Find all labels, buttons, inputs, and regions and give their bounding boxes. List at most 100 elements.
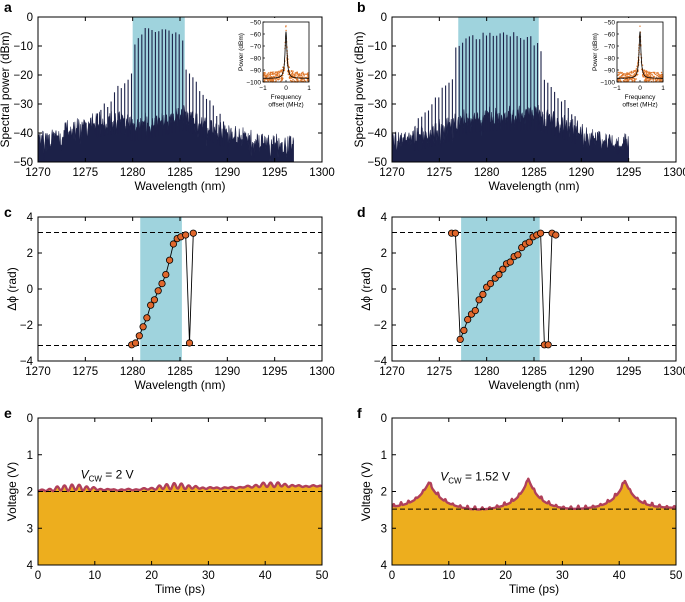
inset-point bbox=[266, 76, 268, 79]
inset-point bbox=[266, 79, 269, 82]
inset-point bbox=[267, 72, 270, 74]
x-tick-label: 10 bbox=[442, 570, 455, 582]
inset-point bbox=[285, 26, 287, 28]
inset-point bbox=[291, 70, 293, 72]
data-layer bbox=[37, 28, 677, 565]
y-tick-label: −4 bbox=[20, 356, 34, 368]
inset-point bbox=[281, 69, 283, 71]
inset-point bbox=[307, 74, 309, 76]
phase-point bbox=[189, 229, 197, 237]
y-tick-label: 3 bbox=[381, 523, 387, 535]
inset-ytick-label: −80 bbox=[604, 56, 615, 63]
y-tick-label: −40 bbox=[13, 128, 33, 140]
x-tick-label: 1300 bbox=[663, 366, 685, 378]
phase-point bbox=[495, 270, 503, 279]
vcw-value: = 1.52 V bbox=[462, 469, 510, 483]
inset-point bbox=[293, 73, 295, 76]
inset-point bbox=[291, 74, 294, 76]
y-tick-label: 3 bbox=[27, 523, 33, 535]
inset-point bbox=[654, 73, 657, 76]
phase-point bbox=[139, 323, 147, 331]
phase-point bbox=[150, 296, 158, 304]
inset-point bbox=[648, 76, 651, 78]
x-tick-label: 1300 bbox=[309, 366, 335, 378]
phase-point bbox=[131, 339, 140, 347]
inset-point bbox=[288, 76, 291, 79]
inset-xtick-label: −1 bbox=[613, 85, 621, 92]
panel-letter: a bbox=[4, 0, 12, 15]
inset-point bbox=[290, 74, 292, 76]
phase-point bbox=[185, 339, 194, 347]
y-tick-label: 0 bbox=[381, 284, 387, 296]
inset-point bbox=[300, 73, 303, 75]
inset-point bbox=[297, 80, 299, 82]
x-tick-label: 0 bbox=[35, 570, 41, 582]
inset-ytick-label: −50 bbox=[250, 20, 261, 27]
vcw-symbol: V bbox=[440, 469, 449, 483]
x-tick-label: 1290 bbox=[215, 366, 241, 378]
x-tick-label: 30 bbox=[556, 570, 569, 582]
inset-point bbox=[650, 72, 653, 74]
inset-ytick-label: −90 bbox=[604, 68, 615, 75]
inset-point bbox=[272, 73, 274, 76]
x-tick-label: 1295 bbox=[262, 167, 288, 179]
inset-point bbox=[634, 78, 636, 80]
inset-point bbox=[307, 78, 309, 80]
inset-ytick-label: −100 bbox=[246, 80, 261, 87]
inset-point bbox=[294, 74, 296, 77]
inset-point bbox=[645, 78, 647, 80]
y-tick-label: 0 bbox=[27, 12, 33, 24]
inset-point bbox=[631, 78, 633, 81]
y-tick-label: 2 bbox=[27, 487, 33, 499]
inset-point bbox=[280, 76, 283, 79]
inset-point bbox=[652, 71, 654, 74]
x-tick-label: 1270 bbox=[25, 167, 51, 179]
x-tick-label: 1300 bbox=[309, 167, 335, 179]
phase-point bbox=[154, 287, 162, 295]
y-tick-label: −50 bbox=[13, 157, 33, 169]
inset-point bbox=[280, 77, 283, 80]
x-tick-label: 1275 bbox=[73, 366, 99, 378]
inset-point bbox=[278, 74, 281, 76]
phase-point bbox=[158, 279, 166, 288]
inset-point bbox=[657, 75, 660, 78]
x-tick-label: 1275 bbox=[427, 366, 453, 378]
inset-point bbox=[276, 71, 279, 74]
inset-xtick-label: 0 bbox=[284, 85, 288, 92]
inset-xlabel-line: offset (MHz) bbox=[268, 102, 303, 109]
inset-ytick-label: −60 bbox=[604, 32, 615, 39]
inset-point bbox=[657, 71, 659, 74]
panel-letter: d bbox=[357, 204, 366, 220]
inset-point bbox=[631, 74, 633, 77]
y-tick-label: 2 bbox=[381, 248, 387, 260]
inset-point bbox=[627, 75, 629, 78]
inset-point bbox=[271, 71, 274, 74]
voltage-area bbox=[392, 478, 676, 565]
inset-point bbox=[269, 71, 272, 74]
x-tick-label: 1295 bbox=[616, 167, 642, 179]
inset-point bbox=[646, 71, 648, 73]
inset-point bbox=[285, 29, 287, 32]
inset-point bbox=[305, 73, 307, 75]
inset-point bbox=[293, 80, 295, 82]
inset-point bbox=[275, 75, 277, 78]
inset-point bbox=[268, 73, 271, 76]
y-axis-label: Voltage (V) bbox=[5, 462, 19, 521]
inset-point bbox=[629, 74, 631, 76]
vcw-value: = 2 V bbox=[102, 468, 134, 482]
inset-point bbox=[647, 73, 649, 75]
inset-point bbox=[299, 76, 302, 78]
inset-ylabel: Power (dBm) bbox=[238, 33, 245, 71]
inset-point bbox=[274, 74, 276, 76]
y-tick-label: 0 bbox=[27, 284, 33, 296]
inset-point bbox=[303, 75, 305, 77]
y-tick-label: 4 bbox=[27, 560, 34, 572]
inset-xlabel-line: Frequency bbox=[625, 94, 656, 101]
inset-point bbox=[636, 65, 638, 67]
inset-fit-line bbox=[617, 31, 663, 79]
inset-point bbox=[274, 71, 276, 73]
inset-point bbox=[280, 79, 282, 82]
inset-point bbox=[657, 73, 660, 75]
y-axis-label: Δϕ (rad) bbox=[5, 267, 19, 310]
x-tick-label: 20 bbox=[499, 570, 512, 582]
